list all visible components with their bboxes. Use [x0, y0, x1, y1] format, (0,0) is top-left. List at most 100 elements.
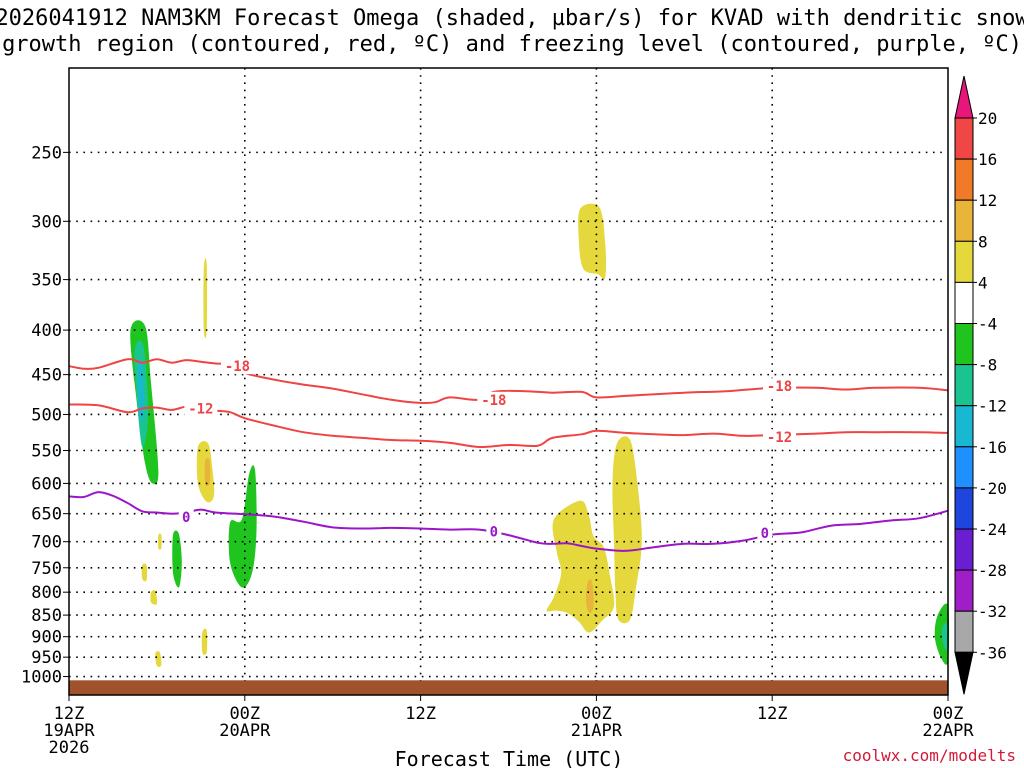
contour-label-bg — [178, 509, 194, 526]
freezing-0-label: 0 — [490, 524, 498, 540]
contour-label-bg — [220, 358, 254, 375]
y-tick-label: 700 — [31, 533, 62, 553]
x-tick-label: 21APR — [571, 721, 623, 741]
x-tick-label: 12Z — [405, 704, 436, 724]
y-tick-label: 500 — [31, 405, 62, 425]
colorbar-cell — [954, 651, 974, 695]
dendritic-18-label: -18 — [481, 393, 506, 409]
x-tick-label: 12Z — [757, 704, 788, 724]
dendritic-18-label: -18 — [225, 359, 250, 375]
credit-text: coolwx.com/modelts — [843, 746, 1016, 765]
y-tick-label: 250 — [31, 143, 62, 163]
y-tick-label: 550 — [31, 442, 62, 462]
x-tick-label: 00Z — [933, 704, 964, 724]
plot-area — [69, 68, 948, 695]
terrain-layer — [69, 680, 948, 695]
contour-label-bg — [757, 524, 773, 541]
omega-pos4-d — [546, 500, 615, 633]
y-tick-label: 450 — [31, 366, 62, 386]
colorbar-cell — [954, 405, 974, 448]
dendritic-18-label: -18 — [767, 379, 792, 395]
y-tick-label: 300 — [31, 212, 62, 232]
y-tick-label: 750 — [31, 559, 62, 579]
omega-neg8-d — [934, 603, 950, 665]
colorbar-label: -28 — [978, 561, 1007, 580]
plot-frame — [68, 67, 949, 696]
y-tick-label: 650 — [31, 505, 62, 525]
omega-pos4-f — [201, 628, 208, 655]
y-axis: 2503003504004505005506006507007508008509… — [21, 143, 69, 688]
colorbar-label: 12 — [978, 191, 997, 210]
colorbar-label: -24 — [978, 520, 1007, 539]
colorbar-cell — [954, 75, 974, 119]
colorbar-cell — [954, 569, 974, 612]
colorbar-cell — [954, 446, 974, 489]
colorbar: 20 16 12 8 4 -4 -8 -12 -16 -20 -24 -28 -32 -36 — [954, 75, 1007, 695]
colorbar-label: 4 — [978, 273, 988, 292]
x-tick-label: 00Z — [581, 704, 612, 724]
dendritic-12-line — [68, 403, 949, 449]
y-tick-label: 600 — [31, 474, 62, 494]
contour-label-bg — [486, 523, 502, 540]
omega-pos4-b — [578, 203, 607, 280]
omega-pos8-d — [586, 579, 594, 614]
x-tick-label: 2026 — [49, 738, 90, 758]
contour-layer: -18 -18 -18 -12 -12 0 0 0 — [68, 358, 949, 552]
dendritic-12-label: -12 — [188, 401, 213, 417]
y-tick-label: 400 — [31, 321, 62, 341]
colorbar-cell — [954, 158, 974, 201]
colorbar-label: -16 — [978, 438, 1007, 457]
contour-label-bg — [184, 400, 218, 417]
omega-pos8-a — [204, 457, 211, 487]
colorbar-label: 16 — [978, 150, 997, 169]
colorbar-label: -20 — [978, 479, 1007, 498]
x-tick-label: 20APR — [219, 721, 271, 741]
freezing-0-label: 0 — [182, 510, 190, 526]
colorbar-cell — [954, 528, 974, 571]
chart-title-line1: 2026041912 NAM3KM Forecast Omega (shaded… — [0, 6, 1024, 31]
omega-pos4-j — [141, 563, 148, 582]
omega-shading-layer — [130, 203, 950, 668]
colorbar-label: -36 — [978, 643, 1007, 662]
x-axis-label: Forecast Time (UTC) — [395, 747, 624, 768]
x-tick-label: 19APR — [43, 721, 95, 741]
omega-neg12-d — [941, 622, 949, 651]
colorbar-cell — [954, 281, 974, 324]
chart-title-line2: growth region (contoured, red, ºC) and f… — [2, 32, 1022, 57]
x-tick-label: 22APR — [922, 721, 974, 741]
colorbar-cell — [954, 610, 974, 653]
grid-layer — [69, 68, 948, 695]
colorbar-cell — [954, 240, 974, 283]
freezing-0-label: 0 — [761, 526, 769, 542]
colorbar-label: -32 — [978, 602, 1007, 621]
omega-pos4-i — [158, 533, 162, 550]
omega-pos4-e — [203, 258, 208, 339]
omega-neg8-b — [228, 465, 257, 588]
colorbar-label: -8 — [978, 356, 997, 375]
colorbar-label: 20 — [978, 109, 997, 128]
colorbar-cell — [954, 117, 974, 160]
y-tick-label: 350 — [31, 271, 62, 291]
colorbar-label: -4 — [978, 315, 997, 334]
contour-label-bg — [763, 429, 797, 446]
omega-pos4-h — [150, 590, 158, 605]
y-tick-label: 800 — [31, 583, 62, 603]
colorbar-cell — [954, 487, 974, 530]
x-tick-label: 00Z — [229, 704, 260, 724]
colorbar-label: -12 — [978, 397, 1007, 416]
omega-pos4-g — [155, 651, 162, 668]
y-tick-label: 1000 — [21, 668, 62, 688]
y-tick-label: 950 — [31, 648, 62, 668]
contour-label-bg — [477, 391, 511, 408]
y-tick-label: 850 — [31, 606, 62, 626]
colorbar-cell — [954, 364, 974, 407]
omega-neg8-c — [172, 530, 182, 588]
colorbar-cell — [954, 199, 974, 242]
contour-label-bg — [763, 378, 797, 395]
x-tick-label: 12Z — [54, 704, 85, 724]
omega-pos4-c — [612, 436, 642, 624]
colorbar-label: 8 — [978, 232, 988, 251]
y-tick-label: 900 — [31, 628, 62, 648]
